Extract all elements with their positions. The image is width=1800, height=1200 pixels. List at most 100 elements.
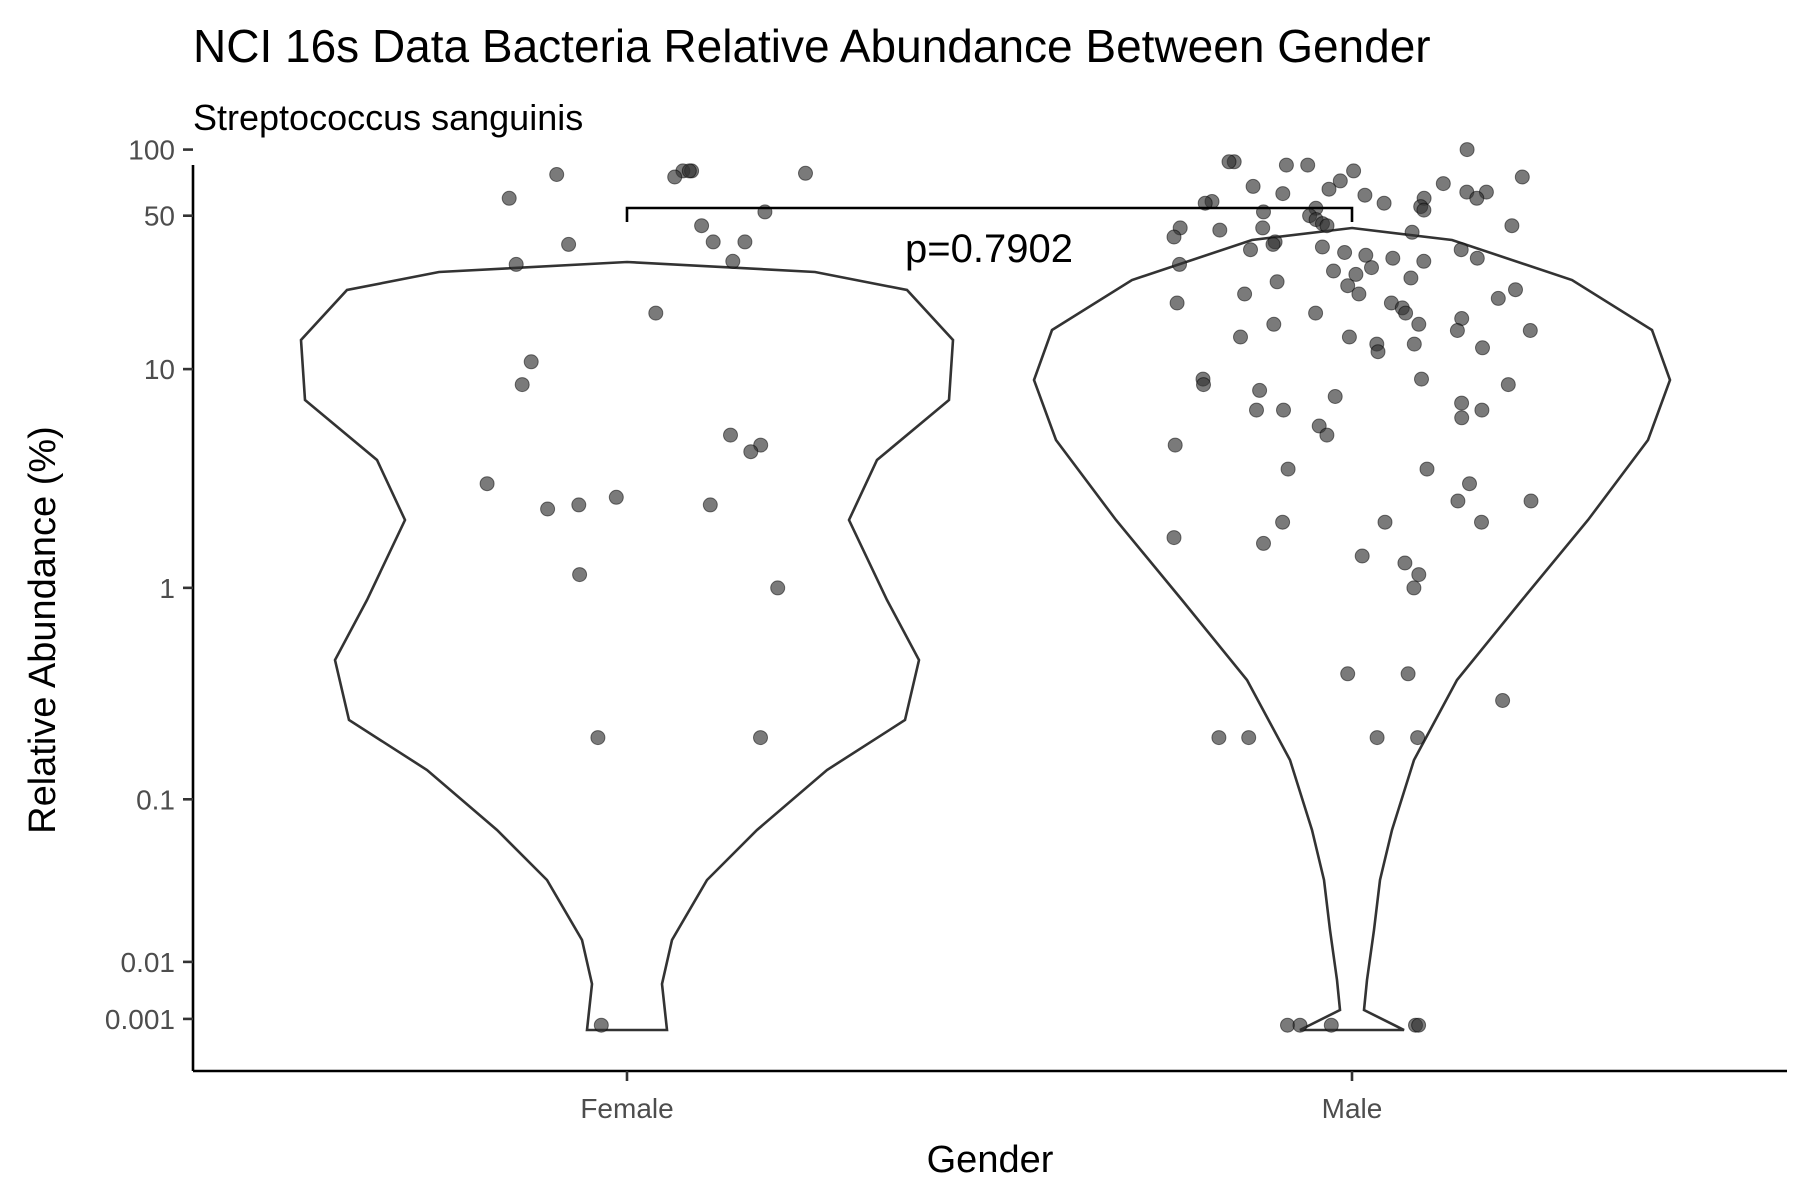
data-point-female: [737, 234, 753, 250]
data-point-male: [1376, 195, 1392, 211]
data-point-female: [501, 190, 517, 206]
violin-female: [299, 260, 955, 1032]
data-point-male: [1340, 278, 1356, 294]
data-point-male: [1166, 530, 1182, 546]
x-tick-label: Female: [580, 1093, 673, 1124]
data-point-male: [1416, 202, 1432, 218]
data-point-male: [1292, 1017, 1308, 1033]
data-point-female: [523, 354, 539, 370]
data-point-male: [1523, 493, 1539, 509]
data-point-male: [1459, 142, 1475, 158]
data-point-male: [1411, 567, 1427, 583]
data-point-male: [1403, 270, 1419, 286]
data-point-male: [1462, 476, 1477, 492]
data-point-male: [1249, 402, 1264, 418]
data-point-male: [1406, 336, 1422, 352]
data-point-female: [549, 167, 565, 182]
data-point-male: [1319, 427, 1335, 443]
data-point-male: [1500, 377, 1516, 393]
data-point-male: [1410, 730, 1426, 746]
data-point-female: [648, 305, 664, 321]
points-layer: [479, 142, 1539, 1033]
data-point-male: [1504, 218, 1520, 234]
data-point-female: [753, 730, 768, 746]
y-axis-ticks: 100 50 10 1 0.1 0.01 0.001: [105, 135, 193, 1035]
data-point-male: [1255, 220, 1271, 236]
y-tick-label: 0.1: [136, 784, 175, 815]
data-point-male: [1346, 163, 1362, 179]
y-tick-label: 50: [144, 201, 175, 232]
data-point-male: [1245, 178, 1261, 194]
data-point-female: [723, 427, 738, 443]
y-axis-title: Relative Abundance (%): [22, 426, 64, 834]
data-point-male: [1416, 253, 1432, 269]
data-point-male: [1411, 316, 1427, 332]
data-point-female: [770, 580, 786, 596]
p-value-label: p=0.7902: [905, 227, 1073, 271]
chart-title: NCI 16s Data Bacteria Relative Abundance…: [193, 20, 1431, 72]
data-point-male: [1169, 295, 1185, 311]
data-point-male: [1397, 555, 1413, 571]
data-point-male: [1508, 282, 1523, 298]
data-point-male: [1265, 236, 1281, 252]
data-point-male: [1454, 395, 1470, 411]
y-tick-label: 10: [144, 354, 175, 385]
data-point-male: [1252, 382, 1268, 398]
data-point-male: [1364, 260, 1379, 276]
data-point-female: [798, 165, 813, 181]
violins-layer: [299, 226, 1672, 1032]
data-point-male: [1400, 666, 1416, 682]
data-point-male: [1450, 493, 1466, 509]
data-point-male: [1351, 286, 1367, 302]
data-point-male: [1237, 286, 1253, 302]
data-point-male: [1266, 316, 1282, 332]
data-point-male: [1326, 263, 1341, 279]
data-point-male: [1337, 245, 1353, 260]
x-tick-label: Male: [1322, 1093, 1383, 1124]
data-point-male: [1319, 218, 1335, 234]
data-point-male: [1212, 222, 1228, 238]
data-point-female: [705, 234, 721, 250]
data-point-female: [667, 169, 683, 185]
data-point-male: [1196, 377, 1211, 393]
y-tick-label: 1: [159, 573, 175, 604]
significance-bracket: p=0.7902: [625, 206, 1354, 271]
data-point-male: [1406, 580, 1422, 596]
data-point-female: [479, 476, 495, 492]
y-tick-label: 0.01: [121, 947, 176, 978]
data-point-female: [694, 218, 710, 234]
data-point-male: [1221, 154, 1237, 170]
violin-male: [1032, 226, 1672, 1032]
y-tick-label: 100: [128, 135, 175, 166]
data-point-male: [1435, 176, 1451, 192]
data-point-male: [1411, 1017, 1427, 1033]
data-point-male: [1414, 371, 1429, 387]
data-point-male: [1354, 548, 1370, 564]
data-point-male: [1474, 402, 1490, 418]
data-point-male: [1327, 389, 1343, 404]
data-point-female: [571, 497, 587, 513]
data-point-male: [1340, 666, 1356, 682]
data-point-male: [1490, 290, 1506, 306]
data-point-male: [1300, 157, 1316, 173]
data-point-male: [1280, 1017, 1295, 1033]
data-point-male: [1419, 461, 1435, 477]
data-point-male: [1449, 323, 1465, 338]
data-point-male: [1308, 305, 1324, 321]
data-point-male: [1454, 410, 1470, 426]
data-point-male: [1211, 730, 1227, 746]
data-point-male: [1275, 514, 1291, 530]
chart-subtitle: Streptococcus sanguinis: [193, 97, 583, 138]
data-point-female: [590, 730, 606, 746]
data-point-male: [1398, 305, 1414, 321]
data-point-male: [1241, 730, 1257, 746]
data-point-male: [1276, 402, 1291, 418]
data-point-male: [1341, 329, 1357, 345]
data-point-female: [681, 163, 697, 179]
data-point-male: [1348, 266, 1364, 282]
data-point-male: [1269, 274, 1285, 290]
data-point-male: [1369, 730, 1385, 746]
data-point-male: [1357, 187, 1373, 203]
data-point-male: [1233, 329, 1248, 345]
x-axis-ticks: Female Male: [580, 1071, 1382, 1124]
